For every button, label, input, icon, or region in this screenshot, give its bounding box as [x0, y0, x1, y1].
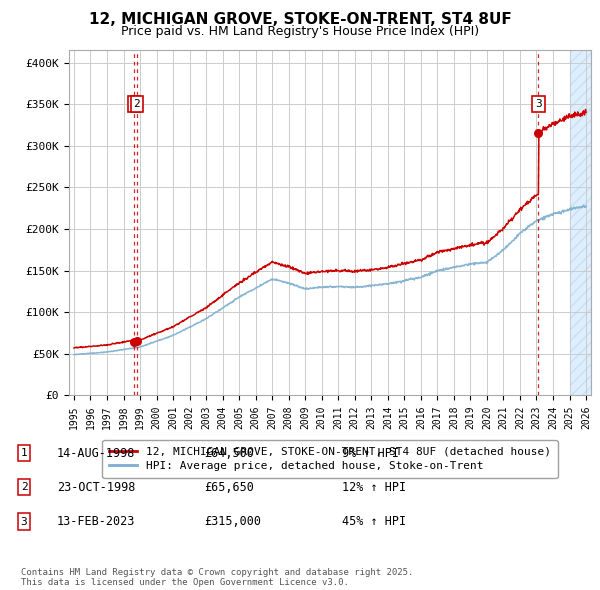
- Text: 2: 2: [20, 483, 28, 492]
- Text: £315,000: £315,000: [204, 515, 261, 528]
- Bar: [569, 50, 591, 395]
- Text: £64,500: £64,500: [204, 447, 254, 460]
- Text: 1: 1: [130, 99, 137, 109]
- Text: Contains HM Land Registry data © Crown copyright and database right 2025.
This d: Contains HM Land Registry data © Crown c…: [21, 568, 413, 587]
- Text: 23-OCT-1998: 23-OCT-1998: [57, 481, 136, 494]
- Text: 12, MICHIGAN GROVE, STOKE-ON-TRENT, ST4 8UF: 12, MICHIGAN GROVE, STOKE-ON-TRENT, ST4 …: [89, 12, 511, 27]
- Text: Price paid vs. HM Land Registry's House Price Index (HPI): Price paid vs. HM Land Registry's House …: [121, 25, 479, 38]
- Text: 9% ↑ HPI: 9% ↑ HPI: [342, 447, 399, 460]
- Text: 2: 2: [134, 99, 140, 109]
- Text: £65,650: £65,650: [204, 481, 254, 494]
- Text: 12% ↑ HPI: 12% ↑ HPI: [342, 481, 406, 494]
- Text: 13-FEB-2023: 13-FEB-2023: [57, 515, 136, 528]
- Text: 14-AUG-1998: 14-AUG-1998: [57, 447, 136, 460]
- Legend: 12, MICHIGAN GROVE, STOKE-ON-TRENT, ST4 8UF (detached house), HPI: Average price: 12, MICHIGAN GROVE, STOKE-ON-TRENT, ST4 …: [103, 440, 557, 478]
- Bar: [569, 50, 591, 395]
- Text: 45% ↑ HPI: 45% ↑ HPI: [342, 515, 406, 528]
- Text: 3: 3: [535, 99, 542, 109]
- Text: 3: 3: [20, 517, 28, 526]
- Text: 1: 1: [20, 448, 28, 458]
